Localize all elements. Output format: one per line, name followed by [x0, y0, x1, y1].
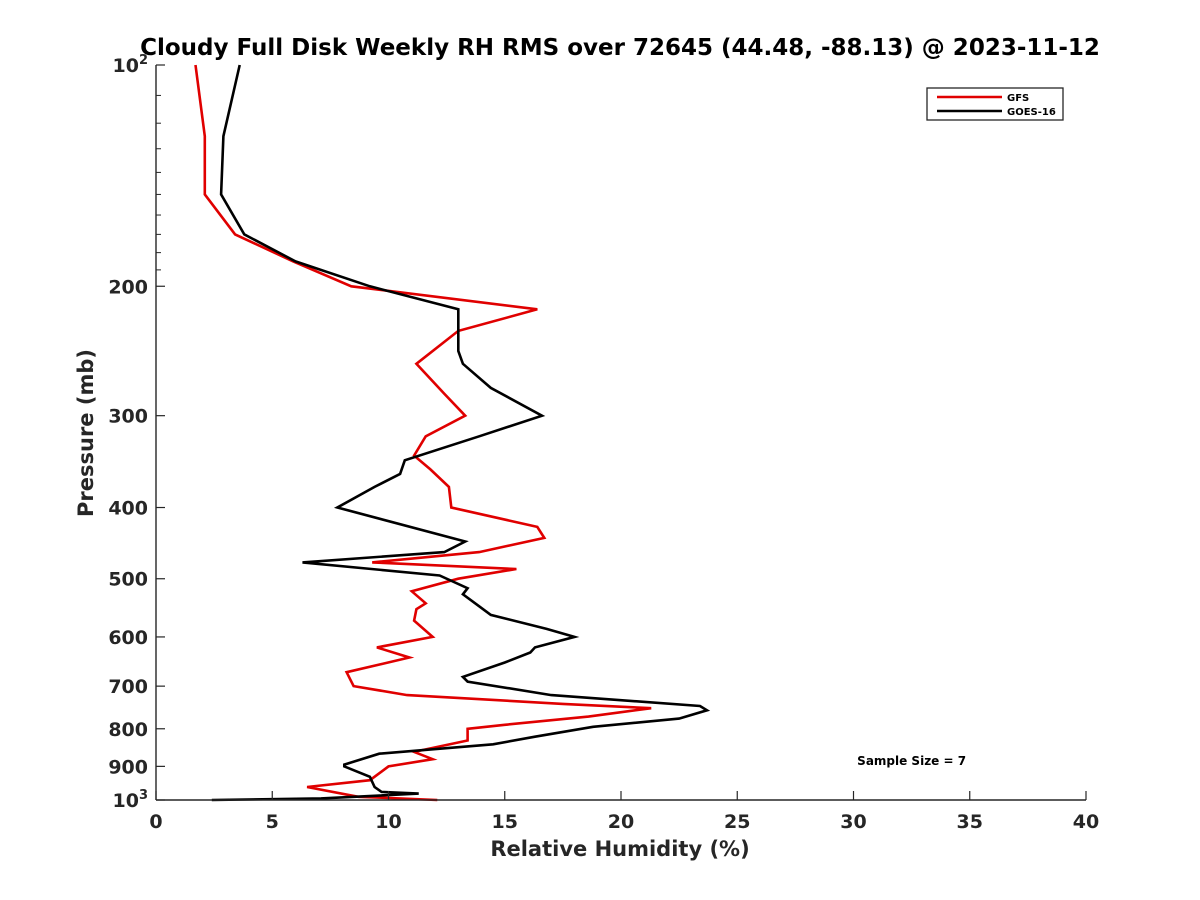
x-tick-label: 20 — [608, 811, 634, 833]
legend-box — [926, 87, 1064, 121]
chart-title: Cloudy Full Disk Weekly RH RMS over 7264… — [140, 35, 1100, 61]
y-tick-label: 300 — [108, 406, 148, 428]
x-tick-label: 0 — [149, 811, 162, 833]
series-line-gfs — [194, 64, 652, 802]
annotations: Sample Size = 7 — [857, 754, 966, 768]
y-tick-label: 200 — [108, 276, 148, 298]
x-tick-label: 40 — [1073, 811, 1099, 833]
y-tick-label: 800 — [108, 719, 148, 741]
y-tick-label: 900 — [108, 756, 148, 778]
legend-label: GFS — [1007, 93, 1029, 104]
sample-size-annotation: Sample Size = 7 — [857, 754, 966, 768]
y-axis-label: Pressure (mb) — [74, 349, 98, 517]
legend-label: GOES-16 — [1007, 107, 1056, 118]
series-group — [194, 64, 711, 802]
y-tick-label: 700 — [108, 676, 148, 698]
y-tick-label: 103 — [113, 788, 149, 812]
axes: 0 5 10 15 20 25 30 35 40 102 200 300 400 500 600 700 800… — [108, 53, 1099, 833]
x-tick-label: 25 — [724, 811, 750, 833]
y-tick-label: 600 — [108, 627, 148, 649]
y-tick-label: 500 — [108, 569, 148, 591]
legend: GFS GOES-16 — [926, 87, 1064, 121]
x-axis-label: Relative Humidity (%) — [490, 837, 749, 861]
x-tick-label: 10 — [375, 811, 401, 833]
y-tick-label: 400 — [108, 498, 148, 520]
series-line-goes-16 — [211, 64, 711, 802]
y-tick-label: 102 — [113, 53, 149, 77]
x-tick-label: 15 — [492, 811, 518, 833]
x-tick-label: 5 — [266, 811, 279, 833]
x-tick-label: 35 — [957, 811, 983, 833]
x-tick-label: 30 — [840, 811, 866, 833]
